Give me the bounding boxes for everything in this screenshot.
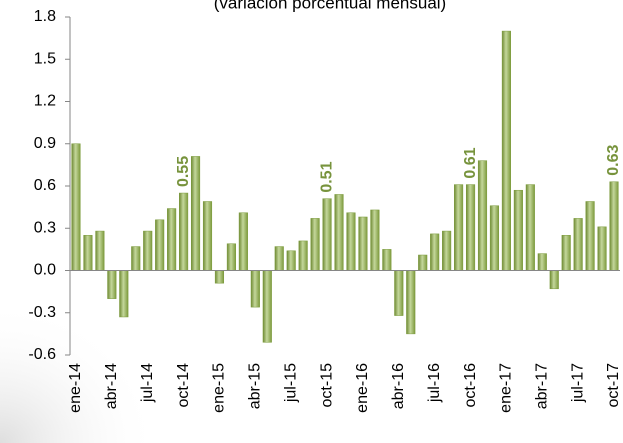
bar (465, 184, 476, 271)
bar (262, 270, 272, 343)
background-decoration (0, 300, 160, 443)
bar (597, 226, 607, 271)
bar (119, 270, 129, 318)
data-label: 0.55 (175, 156, 192, 187)
x-tick-label: ene-17 (498, 363, 515, 413)
y-tick-label: 1.2 (34, 93, 56, 110)
x-tick-label: jul-15 (282, 363, 299, 403)
data-label: 0.61 (462, 147, 479, 178)
y-tick-label: 1.5 (34, 50, 56, 67)
x-tick-label: jul-16 (426, 363, 443, 403)
bar (167, 208, 177, 271)
bar (549, 270, 559, 290)
bar (561, 235, 571, 271)
bar (274, 246, 284, 271)
bar (95, 230, 105, 271)
y-tick-label: 0.0 (34, 262, 56, 279)
y-tick-label: 0.9 (34, 135, 56, 152)
x-tick-label: oct-15 (318, 363, 335, 408)
bar (226, 243, 236, 271)
x-tick-label: oct-14 (175, 363, 192, 408)
bar (238, 212, 248, 271)
bar (513, 189, 523, 271)
bar (370, 209, 380, 271)
bar (202, 201, 213, 271)
x-tick-label: abr-15 (247, 363, 264, 409)
y-tick-label: -0.3 (28, 304, 56, 321)
bar (585, 201, 595, 271)
bar (442, 230, 452, 271)
x-tick-label: ene-14 (67, 363, 84, 413)
bar (131, 246, 141, 271)
x-tick-label: ene-15 (211, 363, 228, 413)
x-tick-label: abr-16 (390, 363, 407, 409)
bar (143, 230, 153, 271)
bar (489, 205, 500, 271)
bar (334, 194, 344, 271)
data-label: 0.63 (605, 145, 622, 176)
bar (358, 216, 368, 271)
y-tick-label: 0.6 (34, 177, 56, 194)
bar (310, 218, 320, 271)
bar (477, 160, 488, 271)
bar (573, 218, 583, 271)
x-tick-label: oct-17 (605, 363, 622, 408)
bar (454, 184, 464, 271)
x-tick-label: abr-14 (103, 363, 120, 409)
bar (107, 270, 117, 299)
data-label: 0.51 (318, 161, 335, 192)
bar (83, 235, 93, 271)
bar (525, 184, 535, 271)
bar (501, 30, 511, 271)
bar (382, 249, 392, 271)
bar (406, 270, 416, 335)
bar (418, 254, 428, 271)
y-tick-label: 1.8 (34, 8, 56, 25)
x-tick-label: oct-16 (462, 363, 479, 408)
bar (214, 270, 225, 284)
x-tick-label: jul-14 (139, 363, 156, 403)
y-tick-label: -0.6 (28, 346, 56, 363)
chart-subtitle: (variación porcentual mensual) (214, 0, 446, 12)
x-tick-label: abr-17 (534, 363, 551, 409)
bar (179, 192, 189, 271)
bar (286, 250, 296, 271)
bar (71, 143, 81, 271)
bar (155, 219, 165, 271)
bar (430, 233, 440, 271)
bar (346, 212, 356, 271)
bar (250, 270, 260, 308)
x-tick-label: ene-16 (354, 363, 371, 413)
bar (609, 181, 619, 271)
x-tick-label: jul-17 (569, 363, 586, 403)
y-tick-label: 0.3 (34, 219, 56, 236)
bar (394, 270, 404, 316)
bar (537, 253, 547, 271)
bar (298, 240, 308, 271)
bar (322, 198, 332, 271)
bar (190, 156, 201, 271)
